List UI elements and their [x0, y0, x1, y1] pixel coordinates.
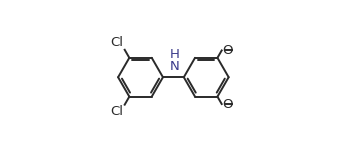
Text: Cl: Cl: [110, 36, 123, 49]
Text: O: O: [223, 44, 233, 57]
Text: Cl: Cl: [110, 105, 123, 118]
Text: O: O: [223, 98, 233, 110]
Text: H
N: H N: [170, 48, 180, 73]
